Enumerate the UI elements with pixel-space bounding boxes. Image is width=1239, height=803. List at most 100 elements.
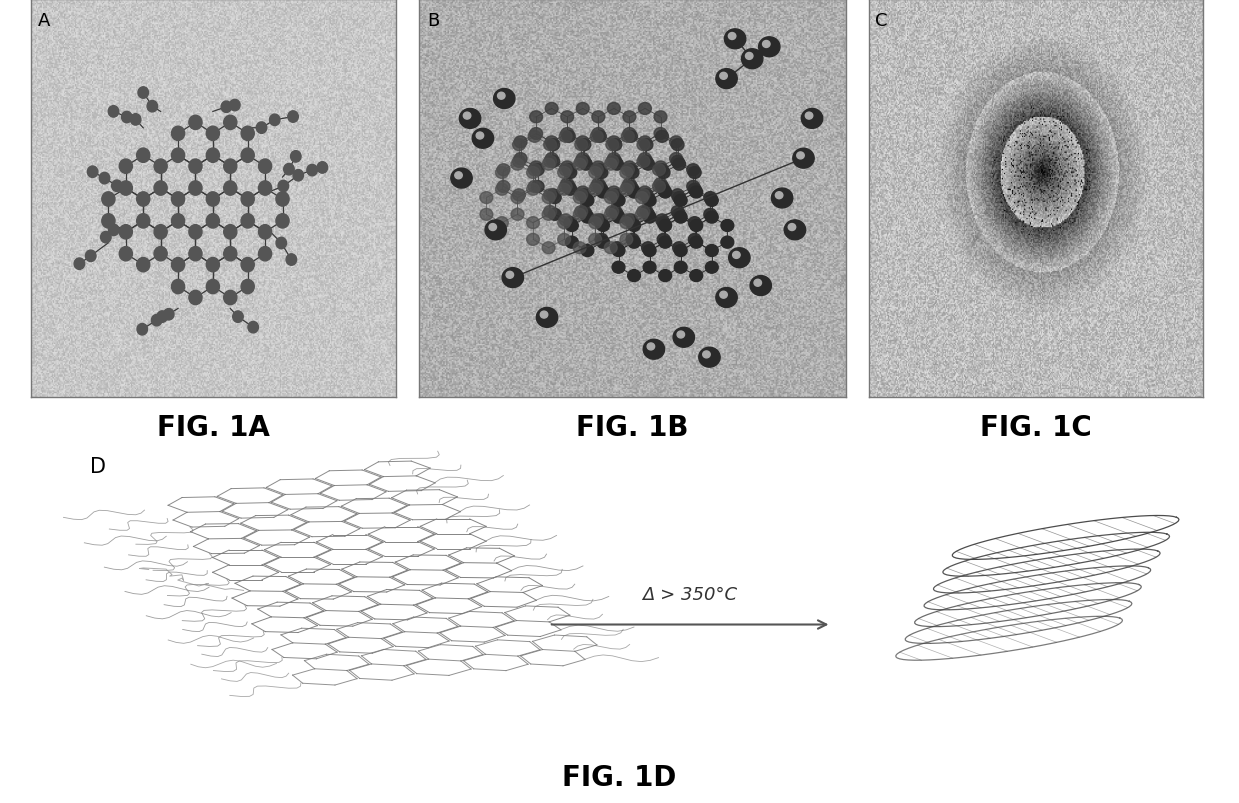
Circle shape <box>561 128 574 141</box>
Circle shape <box>136 214 150 229</box>
Circle shape <box>605 193 617 204</box>
Circle shape <box>147 101 157 112</box>
Circle shape <box>561 112 574 124</box>
Circle shape <box>606 206 618 218</box>
Circle shape <box>732 252 740 259</box>
Circle shape <box>242 214 254 229</box>
Circle shape <box>248 322 259 333</box>
Circle shape <box>269 115 280 126</box>
Circle shape <box>593 131 606 143</box>
Circle shape <box>589 167 602 179</box>
Circle shape <box>672 190 684 202</box>
Circle shape <box>758 38 781 58</box>
Circle shape <box>626 218 639 230</box>
Circle shape <box>654 161 667 173</box>
Circle shape <box>593 165 606 177</box>
Circle shape <box>705 212 719 224</box>
Circle shape <box>674 262 688 274</box>
Circle shape <box>797 153 804 160</box>
Circle shape <box>206 193 219 207</box>
Circle shape <box>605 159 617 171</box>
Circle shape <box>705 262 719 274</box>
Circle shape <box>99 173 110 185</box>
Circle shape <box>576 187 590 199</box>
Circle shape <box>528 181 541 194</box>
Circle shape <box>476 132 483 140</box>
Circle shape <box>590 165 603 177</box>
Circle shape <box>622 181 634 194</box>
Circle shape <box>565 220 579 232</box>
Circle shape <box>590 181 603 194</box>
Circle shape <box>581 195 593 207</box>
Circle shape <box>496 218 508 230</box>
Circle shape <box>497 165 510 177</box>
Circle shape <box>788 224 795 231</box>
Circle shape <box>592 128 605 141</box>
Circle shape <box>575 206 587 218</box>
Circle shape <box>532 165 544 177</box>
Circle shape <box>606 140 618 152</box>
Circle shape <box>622 165 634 177</box>
Circle shape <box>690 187 703 199</box>
Circle shape <box>188 291 202 305</box>
Circle shape <box>546 190 560 202</box>
Circle shape <box>672 157 684 168</box>
Circle shape <box>641 190 653 202</box>
Circle shape <box>292 170 304 181</box>
Circle shape <box>109 225 119 236</box>
Circle shape <box>136 193 150 207</box>
Circle shape <box>154 226 167 239</box>
Circle shape <box>607 104 621 116</box>
Circle shape <box>729 34 736 40</box>
Circle shape <box>100 232 112 243</box>
Circle shape <box>772 189 793 209</box>
Circle shape <box>85 251 95 263</box>
Circle shape <box>510 209 524 221</box>
Circle shape <box>527 167 539 179</box>
Circle shape <box>659 187 672 199</box>
Circle shape <box>496 167 508 179</box>
Circle shape <box>119 181 133 196</box>
Circle shape <box>689 234 701 246</box>
Circle shape <box>655 181 669 194</box>
Circle shape <box>659 220 672 232</box>
Circle shape <box>121 112 133 124</box>
Circle shape <box>610 206 622 218</box>
Circle shape <box>725 30 746 50</box>
Circle shape <box>580 193 592 204</box>
Circle shape <box>532 181 544 194</box>
Circle shape <box>543 209 555 221</box>
Circle shape <box>673 159 685 171</box>
Circle shape <box>575 190 587 202</box>
Circle shape <box>527 218 539 230</box>
Circle shape <box>451 169 472 189</box>
Circle shape <box>136 149 150 163</box>
Circle shape <box>574 209 586 221</box>
Text: FIG. 1C: FIG. 1C <box>980 414 1092 442</box>
Circle shape <box>626 184 639 196</box>
Circle shape <box>577 206 591 218</box>
Circle shape <box>610 140 622 152</box>
Circle shape <box>690 271 703 282</box>
Circle shape <box>657 184 670 196</box>
Circle shape <box>690 237 703 249</box>
Circle shape <box>563 181 575 194</box>
Circle shape <box>559 214 572 226</box>
Circle shape <box>653 165 665 177</box>
Circle shape <box>655 214 669 226</box>
Circle shape <box>689 218 701 230</box>
Circle shape <box>546 140 560 152</box>
Circle shape <box>659 237 672 249</box>
Circle shape <box>549 209 561 221</box>
Circle shape <box>793 149 814 169</box>
Circle shape <box>638 104 652 116</box>
Circle shape <box>287 112 299 123</box>
Circle shape <box>493 89 515 109</box>
Circle shape <box>605 243 617 255</box>
Circle shape <box>259 247 271 262</box>
Circle shape <box>558 184 570 196</box>
Circle shape <box>276 238 286 250</box>
Circle shape <box>171 127 185 141</box>
Circle shape <box>119 247 133 262</box>
Circle shape <box>686 181 700 194</box>
